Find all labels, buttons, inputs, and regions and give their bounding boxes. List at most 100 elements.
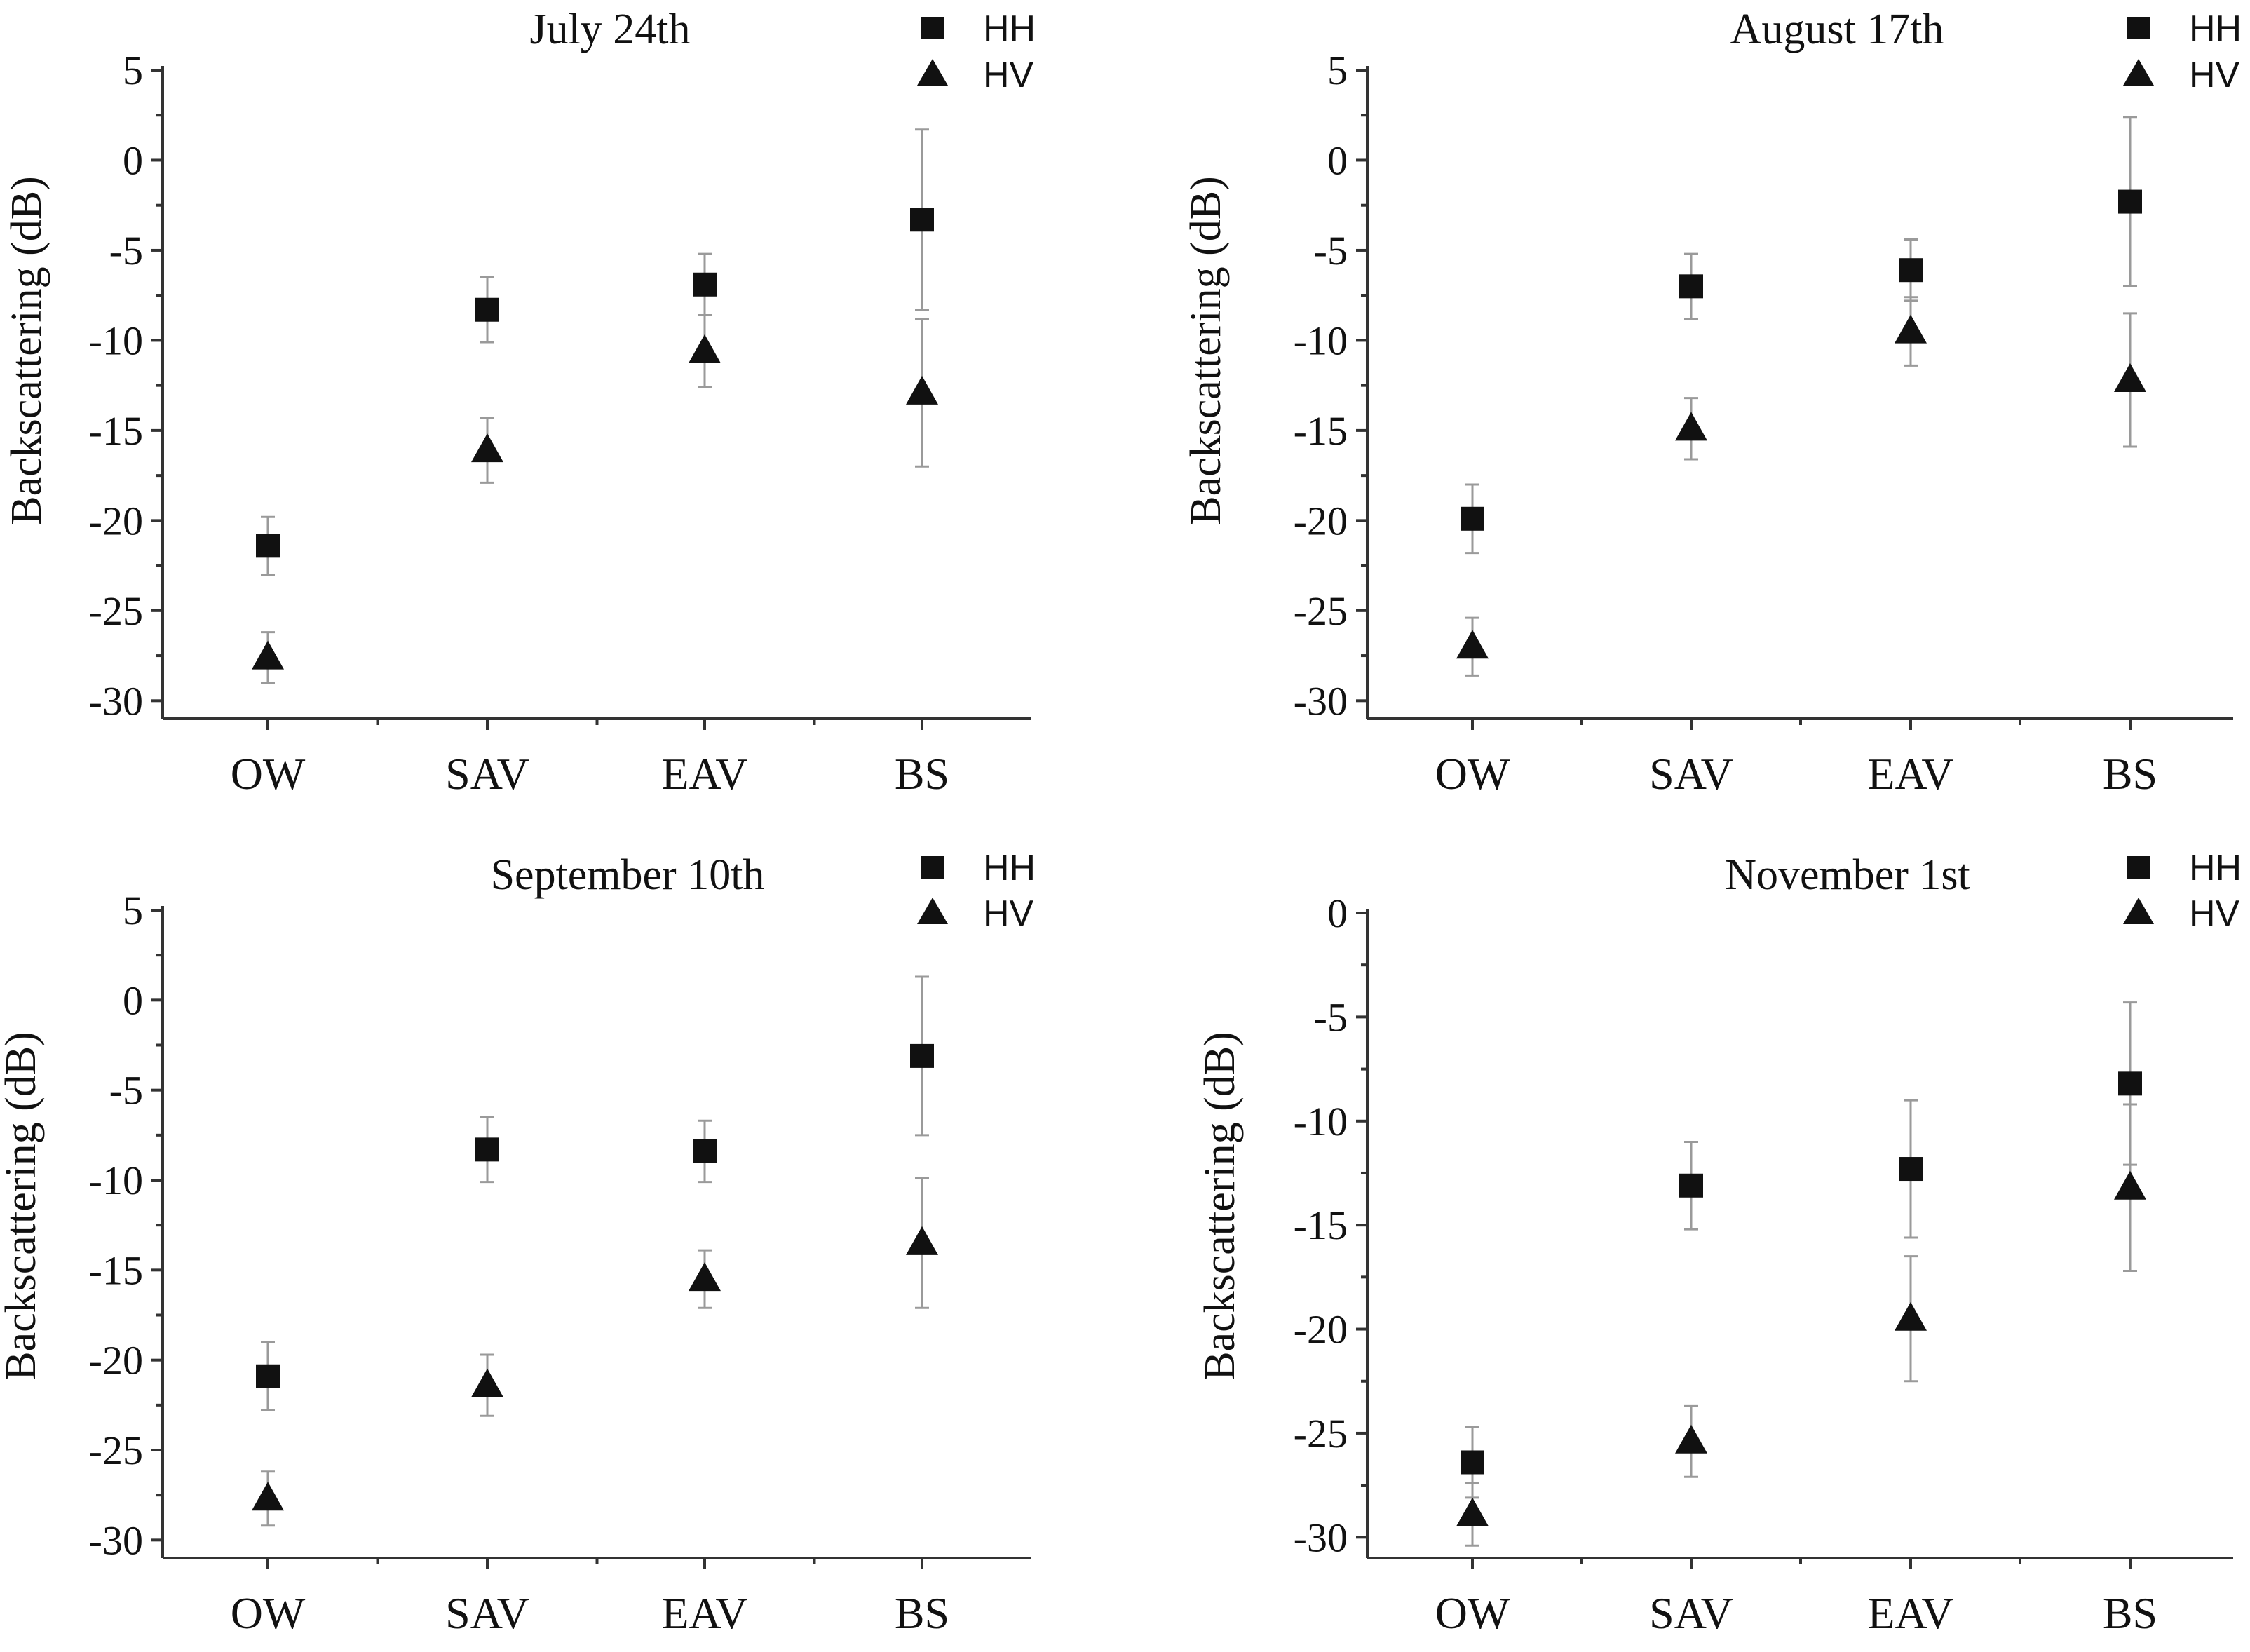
chart-title: November 1st: [1725, 851, 1970, 899]
hh-point: [2118, 189, 2142, 214]
y-tick-label: -30: [1294, 678, 1348, 724]
y-tick-label: 0: [123, 137, 143, 183]
x-tick-label: SAV: [445, 1588, 529, 1638]
hv-point: [906, 375, 938, 405]
y-tick-label: -5: [1314, 228, 1348, 273]
hv-point: [1456, 630, 1489, 659]
x-tick-label: BS: [2103, 749, 2157, 799]
hh-point: [1461, 1450, 1484, 1475]
y-tick-label: -20: [89, 498, 143, 543]
hh-point: [2118, 1071, 2142, 1096]
legend-hv-marker: [917, 898, 948, 924]
hv-point: [1675, 1424, 1707, 1454]
y-tick-label: 0: [123, 977, 143, 1023]
legend-hv-marker: [2123, 59, 2154, 86]
y-tick-label: -10: [89, 318, 143, 363]
y-tick-label: -10: [1294, 1099, 1348, 1144]
x-tick-label: OW: [231, 1588, 306, 1638]
x-tick-label: BS: [895, 1588, 949, 1638]
legend-hh-marker: [921, 17, 944, 39]
chart-panel-1: July 24th Backscattering (dB) 5 0 -5 -10 -15 -2…: [3, 6, 1036, 799]
hh-point: [1899, 258, 1923, 283]
chart-title: August 17th: [1730, 6, 1944, 53]
y-tick-label: -5: [109, 228, 143, 273]
hh-point: [1899, 1157, 1923, 1182]
x-tick-label: OW: [1435, 749, 1510, 799]
y-tick-label: -20: [89, 1338, 143, 1383]
hv-point: [471, 1368, 503, 1397]
hv-point: [252, 640, 284, 670]
y-tick-label: -30: [1294, 1515, 1348, 1560]
x-tick-label: SAV: [1649, 749, 1733, 799]
hv-point: [1456, 1497, 1489, 1526]
legend: HH HV: [2123, 848, 2242, 934]
y-tick-label: -15: [1294, 408, 1348, 454]
chart-title: September 10th: [491, 851, 765, 899]
hv-point: [1895, 1301, 1927, 1331]
x-tick-label: EAV: [661, 749, 747, 799]
legend-hh-label: HH: [2189, 848, 2242, 888]
hv-point: [1895, 314, 1927, 344]
chart-panel-3: September 10th Backscattering (dB) 5 0 -5 -10…: [0, 848, 1036, 1638]
hh-point: [693, 1139, 717, 1163]
y-tick-label: -25: [1294, 588, 1348, 634]
x-tick-label: OW: [231, 749, 306, 799]
y-tick-label: -5: [109, 1068, 143, 1113]
hv-point: [2114, 363, 2146, 392]
legend-hh-label: HH: [983, 8, 1036, 49]
x-tick-label: BS: [2103, 1588, 2157, 1638]
y-tick-label: -5: [1314, 994, 1348, 1040]
hv-point: [689, 1262, 721, 1292]
y-axis-label: Backscattering (dB): [3, 176, 50, 525]
y-tick-label: -20: [1294, 498, 1348, 543]
y-tick-label: -25: [89, 1428, 143, 1473]
hh-point: [475, 1137, 499, 1162]
y-axis-label: Backscattering (dB): [0, 1031, 45, 1381]
legend: HH HV: [917, 848, 1036, 934]
legend-hh-marker: [921, 856, 944, 879]
x-tick-label: SAV: [445, 749, 529, 799]
legend: HH HV: [2123, 8, 2242, 95]
y-tick-label: -15: [89, 408, 143, 454]
chart-panel-4: November 1st Backscattering (dB) 0 -5 -10 -15…: [1196, 848, 2242, 1638]
legend-hv-marker: [2123, 898, 2154, 924]
y-tick-label: 0: [1327, 137, 1348, 183]
y-tick-label: -15: [89, 1247, 143, 1293]
hh-point: [1679, 1173, 1703, 1198]
hv-point: [689, 334, 721, 363]
x-tick-label: EAV: [1867, 749, 1953, 799]
chart-panel-2: August 17th Backscattering (dB) 5 0 -5 -10 -15…: [1182, 6, 2242, 799]
hv-point: [471, 433, 503, 463]
legend-hh-marker: [2127, 17, 2150, 39]
y-tick-label: -25: [1294, 1411, 1348, 1456]
y-tick-label: 5: [1327, 48, 1348, 93]
hh-point: [475, 297, 499, 322]
hv-point: [1675, 412, 1707, 441]
y-tick-label: -25: [89, 588, 143, 634]
legend-hv-label: HV: [2189, 55, 2240, 95]
hh-point: [693, 272, 717, 297]
y-axis-label: Backscattering (dB): [1182, 176, 1230, 525]
y-tick-label: -10: [89, 1158, 143, 1203]
legend-hh-label: HH: [2189, 8, 2242, 49]
x-tick-label: BS: [895, 749, 949, 799]
hh-point: [1461, 506, 1484, 531]
hv-point: [906, 1226, 938, 1255]
y-axis-label: Backscattering (dB): [1196, 1031, 1244, 1381]
legend-hv-label: HV: [983, 893, 1034, 934]
x-tick-label: SAV: [1649, 1588, 1733, 1638]
y-tick-label: -15: [1294, 1203, 1348, 1248]
y-tick-label: -10: [1294, 318, 1348, 363]
legend: HH HV: [917, 8, 1036, 95]
hh-point: [1679, 274, 1703, 299]
y-tick-label: -30: [89, 678, 143, 724]
x-tick-label: OW: [1435, 1588, 1510, 1638]
legend-hh-label: HH: [983, 848, 1036, 888]
y-tick-label: 0: [1327, 891, 1348, 936]
hh-point: [256, 1364, 280, 1388]
hh-point: [256, 534, 280, 558]
hv-point: [2114, 1170, 2146, 1200]
x-tick-label: EAV: [1867, 1588, 1953, 1638]
hv-point: [252, 1482, 284, 1511]
